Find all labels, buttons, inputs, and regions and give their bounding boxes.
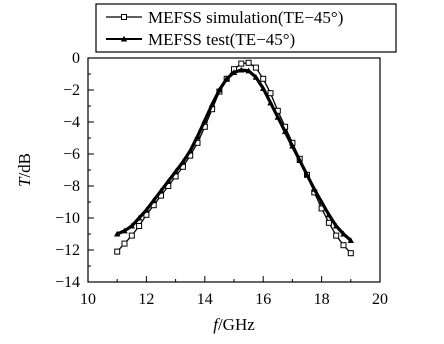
data-point (223, 75, 230, 82)
data-point (121, 227, 128, 234)
data-point (187, 147, 194, 154)
data-point (238, 60, 245, 67)
data-point (347, 237, 354, 243)
y-tick-label: 0 (72, 50, 80, 67)
data-point (121, 240, 128, 247)
y-tick-label: −8 (63, 178, 80, 195)
data-point (216, 86, 223, 93)
series-test (114, 66, 354, 243)
series-simulation (114, 59, 354, 257)
series-line (116, 62, 352, 254)
data-point (135, 214, 143, 221)
data-point (340, 242, 347, 249)
legend: MEFSS simulation(TE−45°) MEFSS test(TE−45… (95, 3, 397, 53)
series-line (116, 68, 352, 242)
data-point (260, 85, 267, 91)
x-tick-label: 12 (138, 291, 154, 308)
legend-entry: MEFSS test(TE−45°) (106, 30, 295, 49)
data-point (230, 69, 238, 75)
data-point (260, 75, 267, 82)
y-tick-label: −2 (63, 82, 80, 99)
data-point (274, 114, 281, 120)
data-point (318, 198, 325, 205)
data-point (333, 222, 340, 229)
data-point (245, 67, 252, 74)
data-point (128, 222, 135, 229)
y-tick-label: −10 (55, 210, 80, 227)
x-tick-label: 14 (197, 291, 213, 308)
data-point (311, 186, 318, 192)
legend-label: MEFSS simulation(TE−45°) (148, 8, 343, 27)
data-point (252, 64, 259, 71)
data-point (114, 248, 121, 255)
data-point (340, 230, 347, 237)
legend-entry: MEFSS simulation(TE−45°) (106, 8, 343, 27)
data-point (289, 142, 296, 149)
data-point (150, 197, 157, 203)
y-axis-label-symbol: T (15, 176, 34, 187)
data-point (194, 133, 201, 139)
y-axis-label: T/dB (15, 153, 34, 187)
y-tick-label: −4 (63, 114, 80, 131)
legend-label: MEFSS test(TE−45°) (148, 30, 295, 49)
data-point (245, 59, 252, 66)
data-point (128, 232, 135, 239)
data-point (143, 206, 150, 213)
data-point (281, 128, 289, 135)
y-tick-label: −6 (63, 146, 80, 163)
data-point (347, 250, 354, 257)
data-series (114, 59, 354, 257)
data-point (325, 211, 333, 218)
data-point (136, 223, 143, 229)
data-point (296, 157, 303, 163)
y-axis-label-unit: /dB (15, 153, 34, 178)
legend-marker (120, 35, 128, 42)
data-point (172, 168, 179, 175)
y-tick-label: −12 (55, 242, 80, 259)
data-point (157, 187, 165, 194)
y-tick-label: −14 (55, 274, 80, 291)
plot-area (87, 57, 381, 283)
data-point (325, 219, 332, 226)
data-point (208, 101, 216, 107)
data-point (114, 230, 121, 237)
x-tick-label: 20 (372, 291, 388, 308)
x-axis-label: f/GHz (213, 315, 255, 334)
legend-box (95, 3, 397, 53)
x-axis-label-symbol: f (213, 315, 220, 334)
legend-marker (121, 14, 127, 20)
data-point (165, 178, 172, 184)
x-tick-label: 16 (255, 291, 271, 308)
data-point (179, 158, 187, 165)
data-point (252, 74, 260, 80)
data-point (303, 171, 311, 178)
data-point (267, 99, 274, 106)
x-tick-label: 10 (80, 291, 96, 308)
data-point (267, 90, 274, 97)
plot-frame (87, 57, 381, 283)
x-axis-label-unit: /GHz (218, 315, 255, 334)
axes: 10 12 14 16 18 20 0 −2 −4 −6 −8 −10 −12 −14 f/GHz T/dB (15, 50, 388, 334)
data-point (238, 66, 245, 73)
x-tick-label: 18 (314, 291, 330, 308)
data-point (201, 117, 208, 123)
data-point (333, 232, 340, 239)
